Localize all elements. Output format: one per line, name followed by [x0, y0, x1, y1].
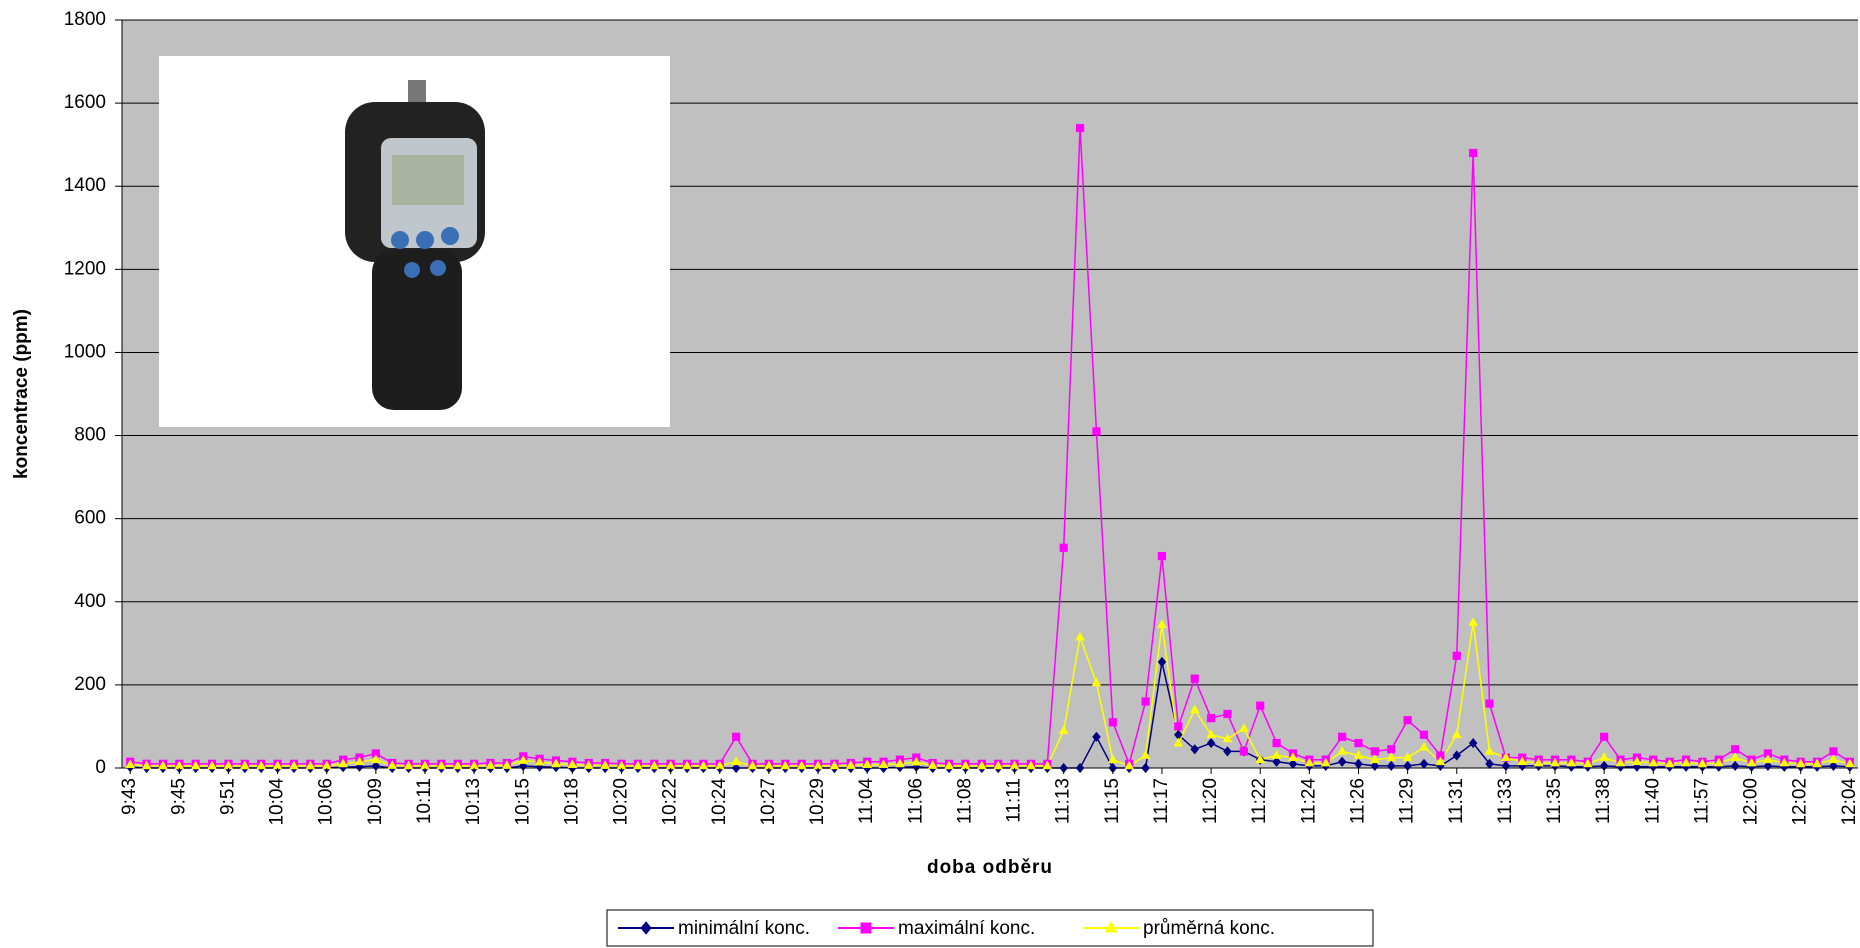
- x-tick-label: 10:22: [660, 778, 681, 826]
- x-tick-label: 12:04: [1839, 778, 1860, 826]
- marker: [1601, 733, 1608, 740]
- x-tick-label: 10:18: [561, 778, 582, 826]
- x-tick-label: 11:13: [1053, 778, 1074, 824]
- chart: koncentrace (ppm) doba odběru minimální …: [0, 0, 1860, 948]
- x-tick-label: 11:29: [1397, 778, 1418, 824]
- x-tick-label: 10:27: [758, 778, 779, 826]
- marker: [1076, 124, 1083, 131]
- y-tick-label: 400: [74, 591, 106, 612]
- legend-label: minimální konc.: [678, 918, 810, 939]
- marker: [1420, 731, 1427, 738]
- x-tick-label: 10:24: [709, 778, 730, 826]
- x-tick-label: 10:29: [807, 778, 828, 826]
- marker: [1240, 748, 1247, 755]
- legend-label: průměrná konc.: [1143, 918, 1275, 939]
- x-tick-label: 11:31: [1446, 778, 1467, 824]
- x-tick-label: 10:06: [316, 778, 337, 826]
- marker: [1830, 748, 1837, 755]
- x-tick-label: 11:15: [1102, 778, 1123, 824]
- x-tick-label: 11:57: [1691, 778, 1712, 824]
- marker: [1339, 733, 1346, 740]
- marker: [1109, 719, 1116, 726]
- x-tick-label: 12:02: [1790, 778, 1811, 826]
- y-tick-label: 1600: [64, 92, 106, 113]
- y-axis-title: koncentrace (ppm): [11, 309, 32, 479]
- y-tick-label: 800: [74, 425, 106, 446]
- x-tick-label: 10:04: [267, 778, 288, 826]
- x-tick-label: 11:40: [1642, 778, 1663, 824]
- x-tick-label: 11:11: [1004, 778, 1025, 823]
- x-tick-label: 11:26: [1348, 778, 1369, 824]
- marker: [1257, 702, 1264, 709]
- x-tick-label: 11:04: [856, 778, 877, 825]
- x-tick-label: 11:17: [1151, 778, 1172, 824]
- x-tick-label: 11:33: [1495, 778, 1516, 824]
- y-tick-label: 1000: [64, 341, 106, 362]
- marker: [1470, 149, 1477, 156]
- y-tick-label: 1800: [64, 9, 106, 30]
- x-tick-label: 11:06: [905, 778, 926, 824]
- x-tick-label: 10:11: [414, 778, 435, 824]
- marker: [1453, 652, 1460, 659]
- marker: [1404, 717, 1411, 724]
- x-tick-label: 11:24: [1298, 778, 1319, 825]
- y-tick-label: 1200: [64, 258, 106, 279]
- marker: [1093, 428, 1100, 435]
- x-tick-label: 10:15: [512, 778, 533, 826]
- marker: [1207, 715, 1214, 722]
- marker: [1732, 746, 1739, 753]
- x-tick-label: 11:22: [1249, 778, 1270, 824]
- x-tick-label: 9:51: [217, 778, 238, 815]
- y-tick-label: 200: [74, 674, 106, 695]
- x-axis-title: doba odběru: [927, 857, 1053, 878]
- x-tick-label: 10:13: [463, 778, 484, 826]
- inset-photo: [159, 56, 670, 427]
- x-tick-label: 12:00: [1741, 778, 1762, 826]
- marker: [1142, 698, 1149, 705]
- x-tick-label: 9:43: [119, 778, 140, 815]
- marker: [1224, 710, 1231, 717]
- marker: [861, 923, 871, 933]
- marker: [1273, 739, 1280, 746]
- y-tick-label: 1400: [64, 175, 106, 196]
- marker: [1175, 723, 1182, 730]
- x-tick-label: 10:20: [611, 778, 632, 826]
- x-tick-label: 11:20: [1200, 778, 1221, 824]
- marker: [1355, 739, 1362, 746]
- x-tick-label: 11:35: [1544, 778, 1565, 824]
- marker: [1388, 746, 1395, 753]
- legend-label: maximální konc.: [898, 918, 1035, 939]
- y-tick-label: 0: [95, 757, 106, 778]
- marker: [733, 733, 740, 740]
- x-tick-label: 9:45: [168, 778, 189, 815]
- x-tick-label: 11:08: [954, 778, 975, 824]
- y-tick-label: 600: [74, 508, 106, 529]
- x-tick-label: 11:38: [1593, 778, 1614, 824]
- legend-items: minimální konc. maximální konc. průměrná k…: [618, 918, 1275, 939]
- marker: [1158, 552, 1165, 559]
- marker: [1486, 700, 1493, 707]
- marker: [1191, 675, 1198, 682]
- x-tick-label: 10:09: [365, 778, 386, 826]
- marker: [1060, 544, 1067, 551]
- marker: [1371, 748, 1378, 755]
